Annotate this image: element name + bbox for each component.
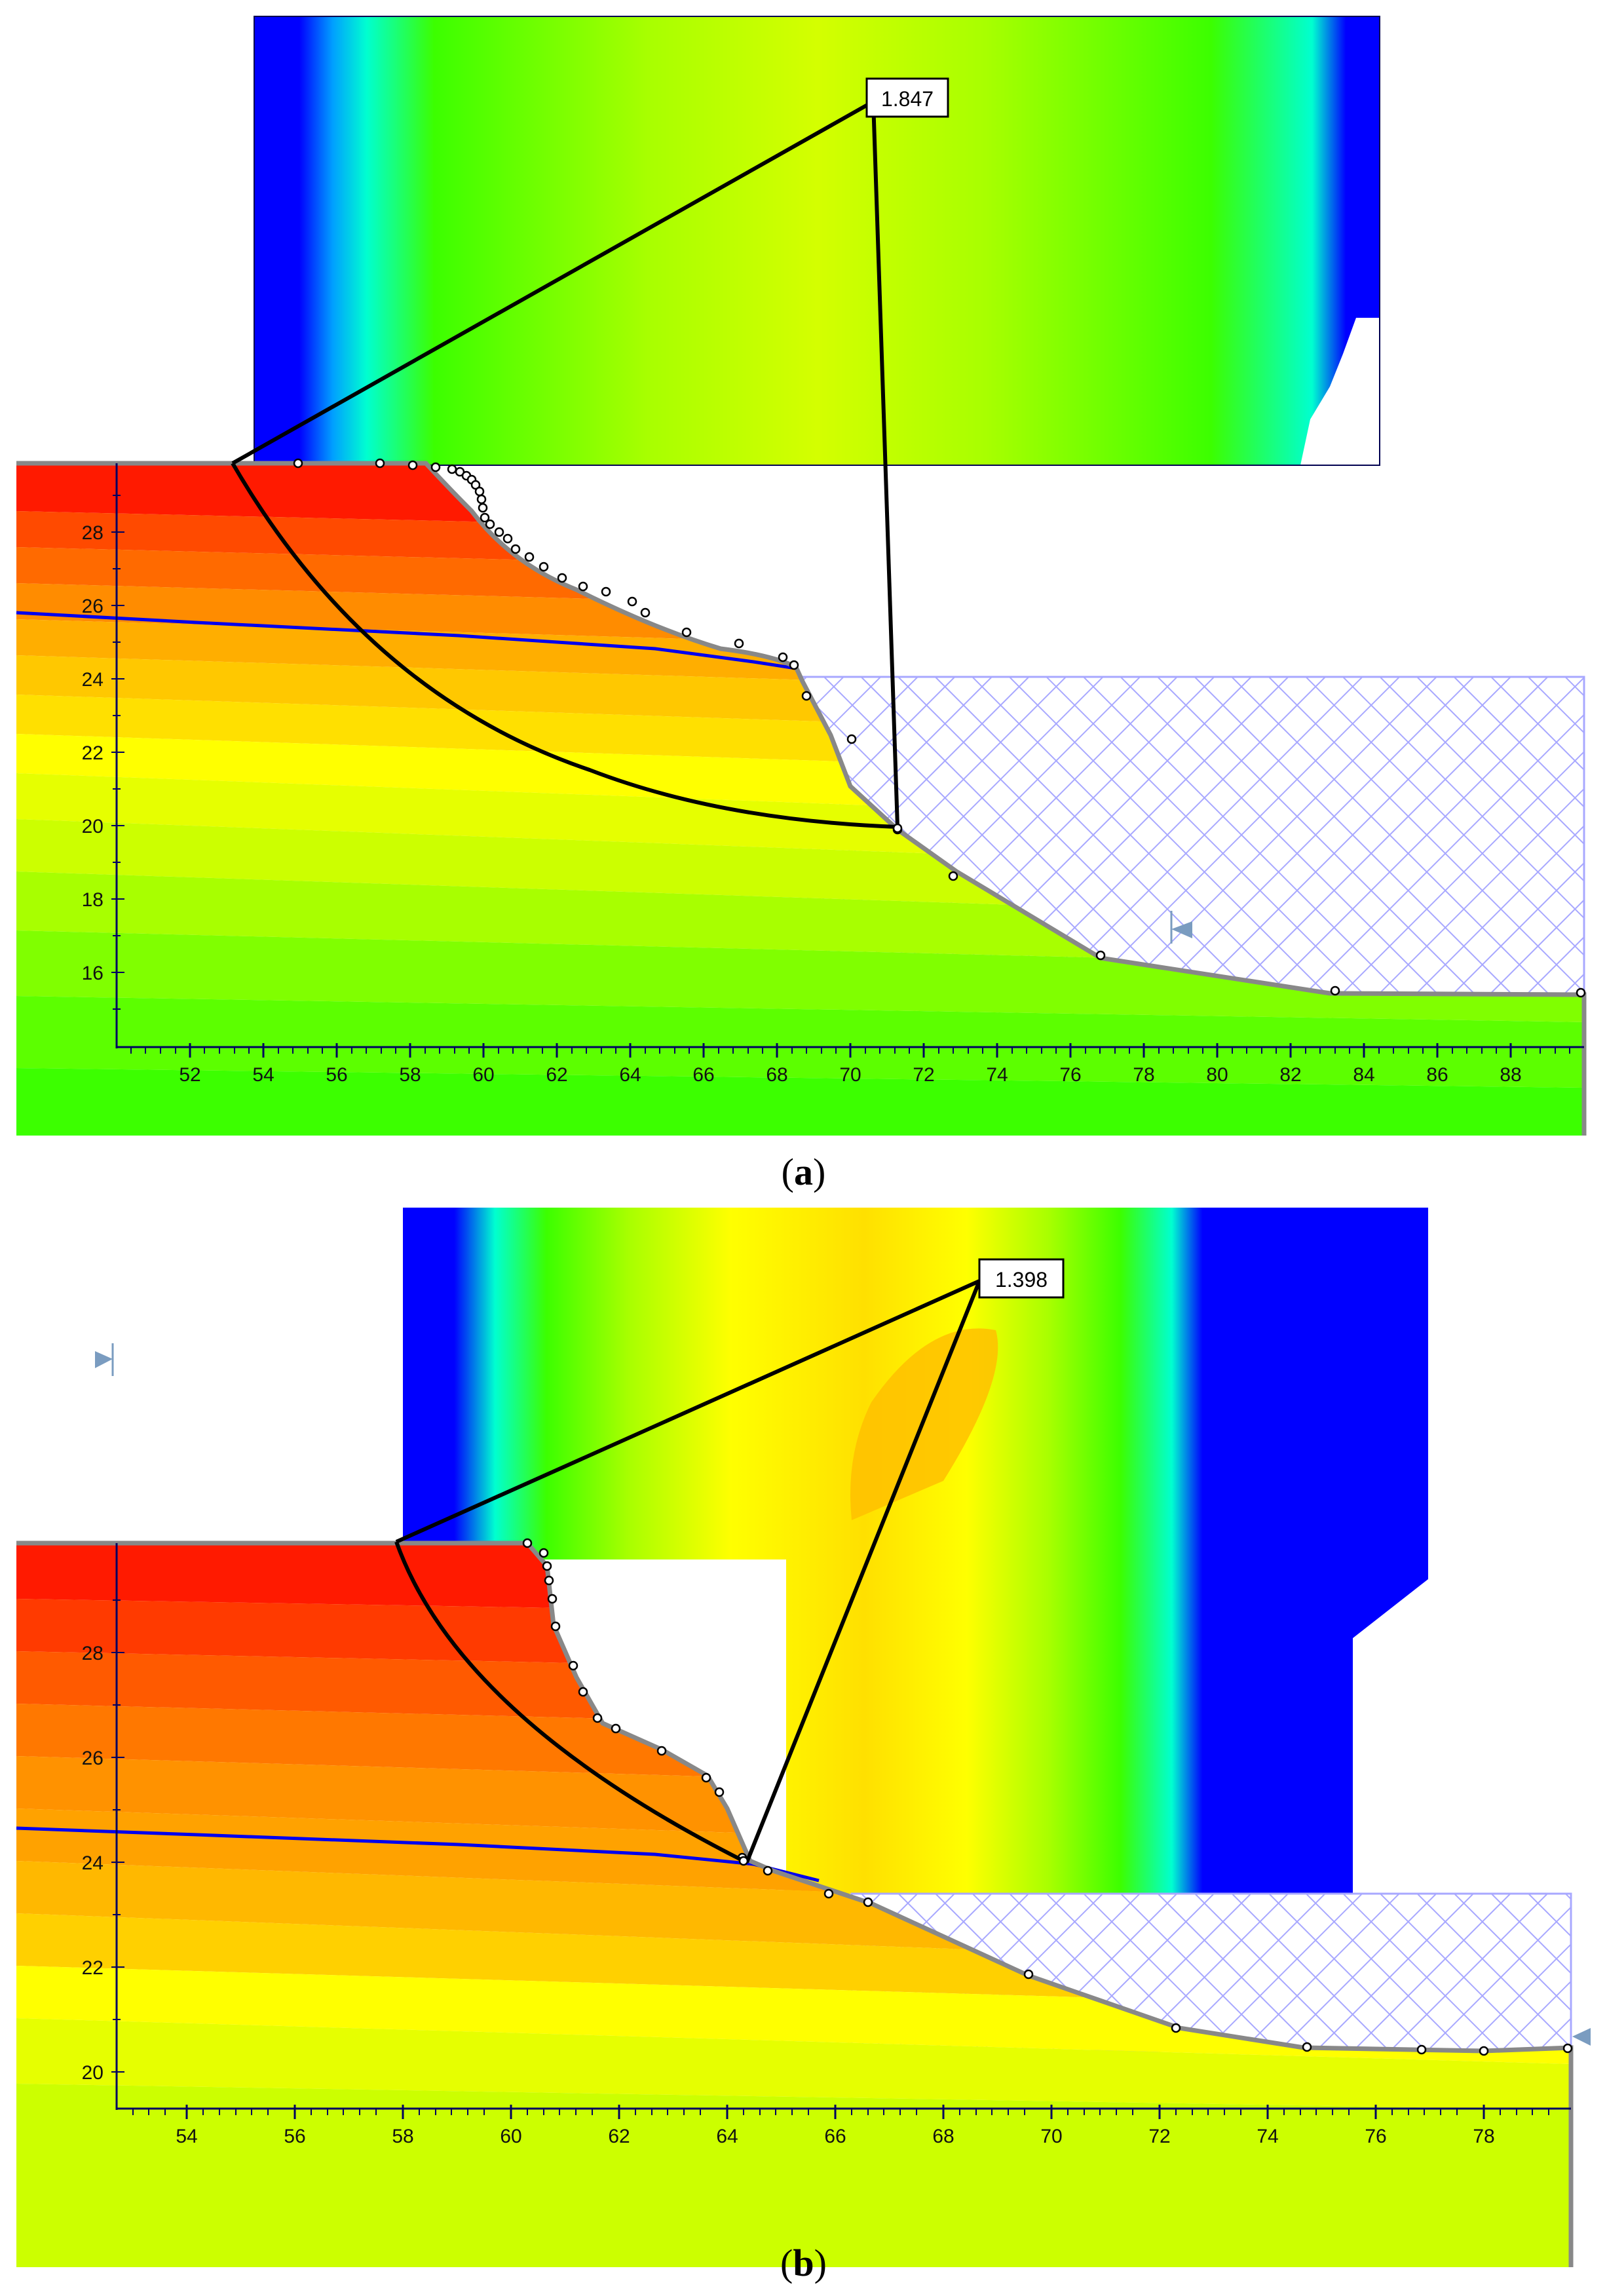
x-tick-label: 76 [1059, 1064, 1081, 1086]
y-tick-label: 28 [82, 522, 104, 544]
x-tick-label: 56 [284, 2126, 305, 2147]
boundary-marker-right-b [1572, 2028, 1591, 2046]
slip-surface-a [231, 462, 898, 829]
y-tick-label: 22 [82, 742, 104, 764]
x-tick-label: 78 [1473, 2126, 1494, 2147]
x-tick-label: 78 [1133, 1064, 1154, 1086]
x-tick-label: 66 [692, 1064, 714, 1086]
y-tick-label: 20 [82, 2062, 104, 2084]
slope-diagram-a: 1.847 52 54 56 58 60 62 64 66 68 70 72 7… [16, 16, 1587, 1136]
y-tick-label: 26 [82, 1748, 104, 1769]
x-minor-ticks-b [132, 2109, 1549, 2115]
slip-exit-point-b [738, 1856, 749, 1866]
x-tick-label: 54 [252, 1064, 274, 1086]
x-tick-label: 84 [1353, 1064, 1374, 1086]
x-tick-label: 72 [1148, 2126, 1170, 2147]
y-tick-label: 28 [82, 1643, 104, 1664]
x-tick-labels-a: 52 54 56 58 60 62 64 66 68 70 72 74 76 7… [179, 1064, 1521, 1086]
panel-b: 1.398 54 56 58 60 62 64 66 68 70 72 74 7… [0, 1179, 1607, 2296]
slope-diagram-b: 1.398 54 56 58 60 62 64 66 68 70 72 74 7… [16, 1208, 1591, 2267]
x-tick-label: 60 [472, 1064, 494, 1086]
x-tick-label: 88 [1500, 1064, 1521, 1086]
y-tick-label: 26 [82, 596, 104, 617]
x-tick-label: 82 [1279, 1064, 1301, 1086]
radius-line-left-a [231, 100, 875, 465]
x-tick-label: 80 [1206, 1064, 1228, 1086]
x-tick-label: 76 [1365, 2126, 1386, 2147]
x-tick-label: 66 [824, 2126, 846, 2147]
y-tick-labels-b: 20 22 24 26 28 [82, 1643, 104, 2084]
boundary-marker-a [1171, 921, 1192, 938]
slope-surface-a [16, 461, 1587, 1136]
x-major-ticks-b [185, 2105, 1485, 2119]
x-tick-label: 62 [546, 1064, 567, 1086]
x-tick-label: 58 [392, 2126, 413, 2147]
x-tick-label: 86 [1426, 1064, 1448, 1086]
slip-surface-b [394, 1540, 745, 1863]
water-table-a [16, 611, 797, 670]
fos-box-a [865, 77, 949, 118]
y-tick-label: 24 [82, 669, 104, 691]
caption-b: (b) [780, 2242, 827, 2284]
y-ticks-b [111, 1599, 124, 2073]
surface-vertices-a [293, 458, 1586, 998]
x-tick-label: 56 [326, 1064, 347, 1086]
y-tick-label: 22 [82, 1957, 104, 1979]
x-major-ticks-a [189, 1043, 1512, 1058]
radius-line-left-b [395, 1279, 981, 1544]
x-tick-label: 54 [176, 2126, 197, 2147]
y-ticks-a [111, 495, 124, 1010]
y-tick-labels-a: 16 18 20 22 24 26 28 [82, 522, 104, 984]
radius-line-right-b [745, 1280, 981, 1864]
fos-value-a: 1.847 [881, 87, 934, 111]
x-minor-ticks-a [130, 1047, 1570, 1054]
x-tick-label: 74 [986, 1064, 1008, 1086]
x-tick-label: 52 [179, 1064, 200, 1086]
radius-grid-b [403, 1208, 1428, 1894]
caption-letter-b: b [793, 2242, 814, 2284]
x-tick-label: 58 [399, 1064, 421, 1086]
radius-line-right-a [871, 101, 899, 828]
x-tick-label: 70 [839, 1064, 861, 1086]
y-tick-label: 24 [82, 1852, 104, 1874]
boundary-marker-left-b [95, 1351, 113, 1368]
x-tick-label: 74 [1257, 2126, 1278, 2147]
x-tick-labels-b: 54 56 58 60 62 64 66 68 70 72 74 76 78 [176, 2126, 1494, 2147]
radius-grid-border-a [254, 16, 1380, 466]
radius-grid-a [254, 16, 1380, 465]
x-tick-label: 68 [766, 1064, 787, 1086]
slope-surface-b [16, 1540, 1574, 2267]
x-tick-label: 60 [500, 2126, 521, 2147]
caption-a: (a) [781, 1151, 826, 1193]
fos-value-b: 1.398 [995, 1268, 1048, 1292]
x-tick-label: 68 [932, 2126, 954, 2147]
x-tick-label: 64 [716, 2126, 738, 2147]
x-tick-label: 62 [608, 2126, 630, 2147]
caption-letter-a: a [794, 1151, 813, 1193]
surface-vertices-b [522, 1538, 1573, 2056]
slip-exit-point-a [892, 823, 903, 833]
x-tick-label: 70 [1040, 2126, 1062, 2147]
y-tick-label: 16 [82, 963, 104, 984]
y-tick-label: 20 [82, 816, 104, 837]
fos-box-b [978, 1258, 1065, 1299]
y-tick-label: 18 [82, 889, 104, 911]
x-tick-label: 64 [619, 1064, 641, 1086]
radius-grid-notch-a [1300, 318, 1380, 465]
panel-a: 1.847 52 54 56 58 60 62 64 66 68 70 72 7… [16, 16, 1587, 1136]
x-tick-label: 72 [913, 1064, 934, 1086]
